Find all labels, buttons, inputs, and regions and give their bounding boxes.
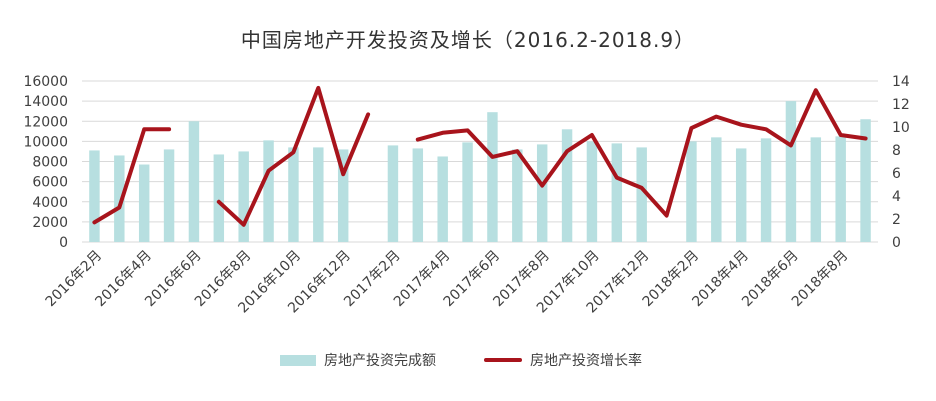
bar — [860, 119, 871, 242]
bar — [686, 141, 697, 242]
chart-title: 中国房地产开发投资及增长（2016.2-2018.9） — [240, 28, 696, 52]
bar — [561, 129, 573, 242]
left-axis-tick-label: 0 — [59, 235, 68, 251]
right-axis-tick-label: 0 — [892, 235, 901, 251]
legend-swatch-line — [484, 358, 522, 362]
bar — [288, 147, 299, 242]
line-series — [92, 85, 868, 227]
bar — [313, 147, 324, 242]
legend-item-line: 房地产投资增长率 — [484, 350, 642, 370]
growth-line — [92, 127, 172, 225]
bar — [536, 144, 548, 242]
bar — [163, 149, 175, 242]
left-axis-tick-label: 8000 — [32, 155, 68, 171]
bar — [337, 149, 349, 242]
bar — [487, 112, 498, 242]
right-axis-tick-label: 4 — [892, 189, 901, 205]
bar — [412, 148, 424, 242]
bar — [835, 136, 846, 242]
growth-line — [216, 85, 371, 227]
bar — [711, 137, 722, 242]
bar — [114, 155, 125, 242]
right-axis-tick-label: 12 — [892, 97, 910, 113]
right-axis-tick-label: 6 — [892, 166, 901, 182]
bar — [387, 145, 399, 242]
bar — [213, 154, 225, 242]
bar — [611, 143, 623, 242]
bar — [462, 142, 473, 242]
bar — [188, 121, 200, 242]
legend: 房地产投资完成额 房地产投资增长率 — [0, 350, 936, 380]
bar — [810, 137, 822, 242]
bar — [636, 147, 647, 242]
legend-swatch-bar — [280, 354, 316, 366]
left-axis-tick-label: 2000 — [32, 215, 68, 231]
bar — [238, 151, 249, 242]
bar — [437, 156, 448, 242]
left-axis-tick-label: 12000 — [23, 114, 68, 130]
right-axis-tick-label: 14 — [892, 74, 910, 90]
bar — [512, 149, 523, 242]
bar — [263, 140, 274, 242]
bar — [735, 148, 747, 242]
left-axis-tick-label: 14000 — [23, 94, 68, 110]
growth-line — [415, 88, 868, 218]
bar — [785, 101, 797, 242]
bar-series — [89, 101, 871, 242]
right-axis-tick-label: 8 — [892, 143, 901, 159]
left-axis-tick-label: 16000 — [23, 74, 68, 90]
left-axis-tick-label: 4000 — [32, 195, 68, 211]
legend-item-bar: 房地产投资完成额 — [280, 350, 436, 370]
bar — [138, 164, 150, 242]
legend-label-bar: 房地产投资完成额 — [324, 353, 436, 369]
bar — [760, 138, 772, 242]
left-axis-tick-label: 6000 — [32, 175, 68, 191]
legend-label-line: 房地产投资增长率 — [530, 353, 642, 369]
right-axis-tick-label: 2 — [892, 212, 901, 228]
bar — [586, 141, 598, 242]
right-axis-tick-label: 10 — [892, 120, 910, 136]
gridlines — [82, 80, 878, 243]
left-axis-tick-label: 10000 — [23, 134, 68, 150]
bar — [89, 150, 100, 242]
